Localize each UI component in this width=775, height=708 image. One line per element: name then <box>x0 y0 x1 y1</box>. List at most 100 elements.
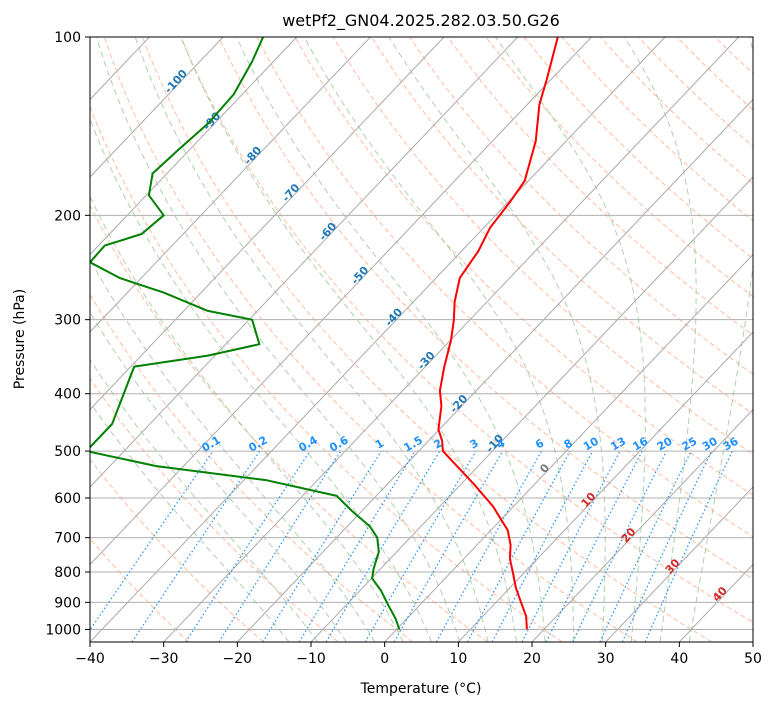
moist-adiabat-line <box>688 37 753 642</box>
mixing-ratio-line <box>572 450 667 642</box>
mixing-ratio-line <box>644 450 733 642</box>
dry-adiabat-line <box>218 37 753 580</box>
isotherm-line <box>531 408 753 642</box>
mixing-ratio-line <box>466 450 571 642</box>
moist-adiabat-line <box>388 37 606 642</box>
temperature-profile <box>437 37 559 630</box>
mixing-ratio-label: 1 <box>373 437 386 452</box>
x-axis-title: Temperature (°C) <box>360 681 482 697</box>
mixing-ratio-line <box>599 450 692 642</box>
moist-adiabat-line <box>90 311 347 642</box>
x-tick-label: 0 <box>380 651 389 667</box>
isotherm-label: 10 <box>579 490 599 510</box>
skewed-isotherms <box>90 37 753 642</box>
chart-title: wetPf2_GN04.2025.282.03.50.G26 <box>282 11 560 31</box>
dry-adiabat-line <box>485 37 753 298</box>
mixing-ratio-label: 6 <box>533 436 546 451</box>
isotherm-line <box>310 176 753 642</box>
mixing-ratio-line <box>491 450 594 642</box>
y-tick-label: 100 <box>54 30 81 46</box>
y-axis-title: Pressure (hPa) <box>12 289 28 389</box>
isotherm-line <box>457 331 753 642</box>
x-tick-label: 20 <box>523 651 541 667</box>
dewpoint-profile <box>90 37 401 630</box>
x-tick-label: 50 <box>744 651 762 667</box>
isotherm-label: -90 <box>200 109 223 133</box>
isotherm-label: -20 <box>447 392 470 416</box>
moist-adiabat-line <box>90 195 404 642</box>
x-tick-label: −40 <box>75 651 105 667</box>
mixing-ratio-label: 3 <box>468 437 481 452</box>
dry-adiabat-line <box>638 37 753 148</box>
isotherm-line <box>90 37 592 566</box>
dry-adiabat-line <box>90 458 264 642</box>
isobar-gridlines <box>90 37 753 630</box>
y-tick-label: 700 <box>54 531 81 547</box>
y-tick-label: 300 <box>54 313 81 329</box>
mixing-ratio-line <box>364 450 477 642</box>
dry-adiabat-line <box>599 37 753 185</box>
isotherm-label: 20 <box>619 525 639 545</box>
dry-adiabat-line <box>294 37 753 496</box>
dry-adiabat-line <box>256 37 753 538</box>
plot-frame <box>89 36 754 643</box>
x-axis-ticks: −40 −30 −20 −10 0 10 20 30 40 50 <box>75 642 762 667</box>
dry-adiabat-line <box>90 105 563 642</box>
y-axis-ticks: 100 200 300 400 500 600 700 800 900 1000 <box>45 30 90 638</box>
mixing-ratio-line <box>185 450 311 642</box>
x-tick-label: 40 <box>670 651 688 667</box>
moist-adiabat-line <box>90 401 290 642</box>
y-tick-label: 200 <box>54 208 81 224</box>
y-tick-label: 600 <box>54 491 81 507</box>
moist-adiabat-line <box>90 118 432 642</box>
mixing-ratio-line <box>218 450 342 642</box>
isotherm-line <box>384 253 753 642</box>
x-tick-label: −10 <box>296 651 326 667</box>
plot-area: -100-90-80-70-60-50-40-30-20-10010203040… <box>90 37 753 642</box>
isotherm-line <box>90 37 445 411</box>
mixing-ratio-line <box>262 450 382 642</box>
dry-adiabat-line <box>90 537 190 642</box>
moist-adiabats <box>90 37 753 642</box>
dry-adiabat-line <box>752 37 753 38</box>
dry-adiabat-line <box>561 37 753 222</box>
isotherm-line <box>90 37 224 178</box>
moist-adiabat-line <box>90 258 376 642</box>
isotherm-line <box>236 98 753 642</box>
isotherm-label: -60 <box>316 220 339 244</box>
dry-adiabat-line <box>103 37 638 642</box>
isotherm-label: -80 <box>241 144 264 168</box>
isotherm-line <box>90 37 371 333</box>
mixing-ratio-line <box>131 450 261 642</box>
moist-adiabat-line <box>495 37 646 642</box>
x-tick-label: 30 <box>597 651 615 667</box>
isotherm-label: 0 <box>537 461 552 476</box>
mixing-ratio-line <box>393 450 504 642</box>
moist-adiabat-line <box>623 37 697 642</box>
mixing-ratio-line <box>298 450 416 642</box>
moist-adiabat-line <box>90 358 319 642</box>
isotherm-label: -50 <box>348 264 371 288</box>
isotherm-label: 40 <box>710 584 730 604</box>
isotherm-label: 30 <box>663 556 683 576</box>
isotherm-label: -100 <box>162 67 190 96</box>
x-tick-label: −20 <box>223 651 253 667</box>
dry-adiabats <box>90 37 753 642</box>
dry-adiabat-line <box>141 37 712 642</box>
dry-adiabat-line <box>180 37 753 623</box>
isotherm-label: -30 <box>415 349 438 373</box>
moist-adiabat-line <box>236 37 546 642</box>
y-tick-label: 900 <box>54 595 81 611</box>
dry-adiabat-line <box>714 37 753 74</box>
isotherm-label: -40 <box>382 305 405 329</box>
x-tick-label: −30 <box>149 651 179 667</box>
y-tick-label: 500 <box>54 444 81 460</box>
sounding-profiles <box>90 37 559 630</box>
isotherm-label: -70 <box>280 181 303 205</box>
moist-adiabat-line <box>134 37 489 642</box>
dry-adiabat-line <box>523 37 753 260</box>
y-tick-label: 400 <box>54 387 81 403</box>
isotherm-line <box>90 37 298 256</box>
mixing-ratio-line <box>90 450 214 631</box>
